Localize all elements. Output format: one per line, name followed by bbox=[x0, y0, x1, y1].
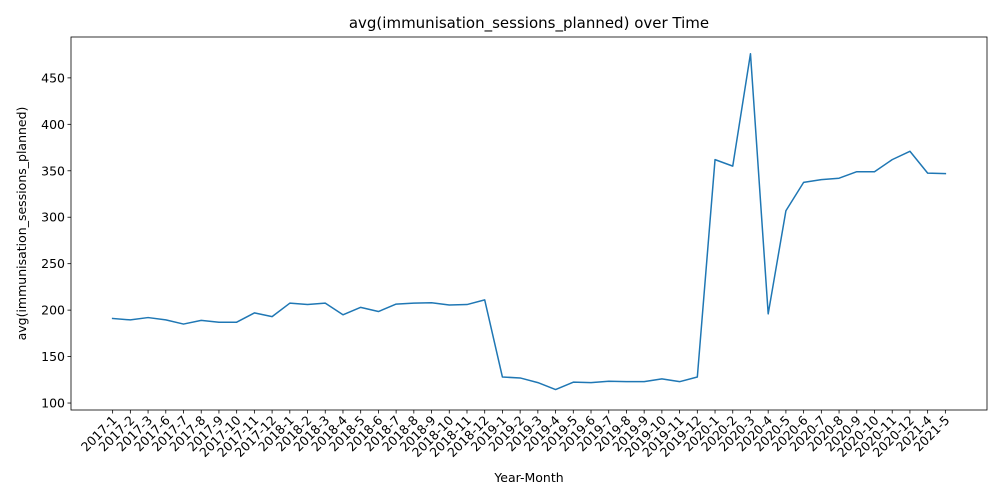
y-tick-label: 150 bbox=[41, 349, 65, 364]
y-tick-label: 350 bbox=[41, 163, 65, 178]
chart-title: avg(immunisation_sessions_planned) over … bbox=[349, 14, 709, 33]
plot-area-frame bbox=[70, 36, 988, 411]
y-axis-ticks: 100 150 200 250 300 350 400 450 bbox=[41, 70, 71, 411]
y-tick-label: 100 bbox=[41, 396, 65, 411]
y-tick-label: 250 bbox=[41, 256, 65, 271]
series-line bbox=[111, 52, 947, 391]
x-axis-title: Year-Month bbox=[493, 470, 563, 485]
y-tick-label: 200 bbox=[41, 303, 65, 318]
y-axis-title: avg(immunisation_sessions_planned) bbox=[14, 107, 29, 341]
y-tick-label: 450 bbox=[41, 70, 65, 85]
y-tick-label: 400 bbox=[41, 117, 65, 132]
y-tick-label: 300 bbox=[41, 210, 65, 225]
